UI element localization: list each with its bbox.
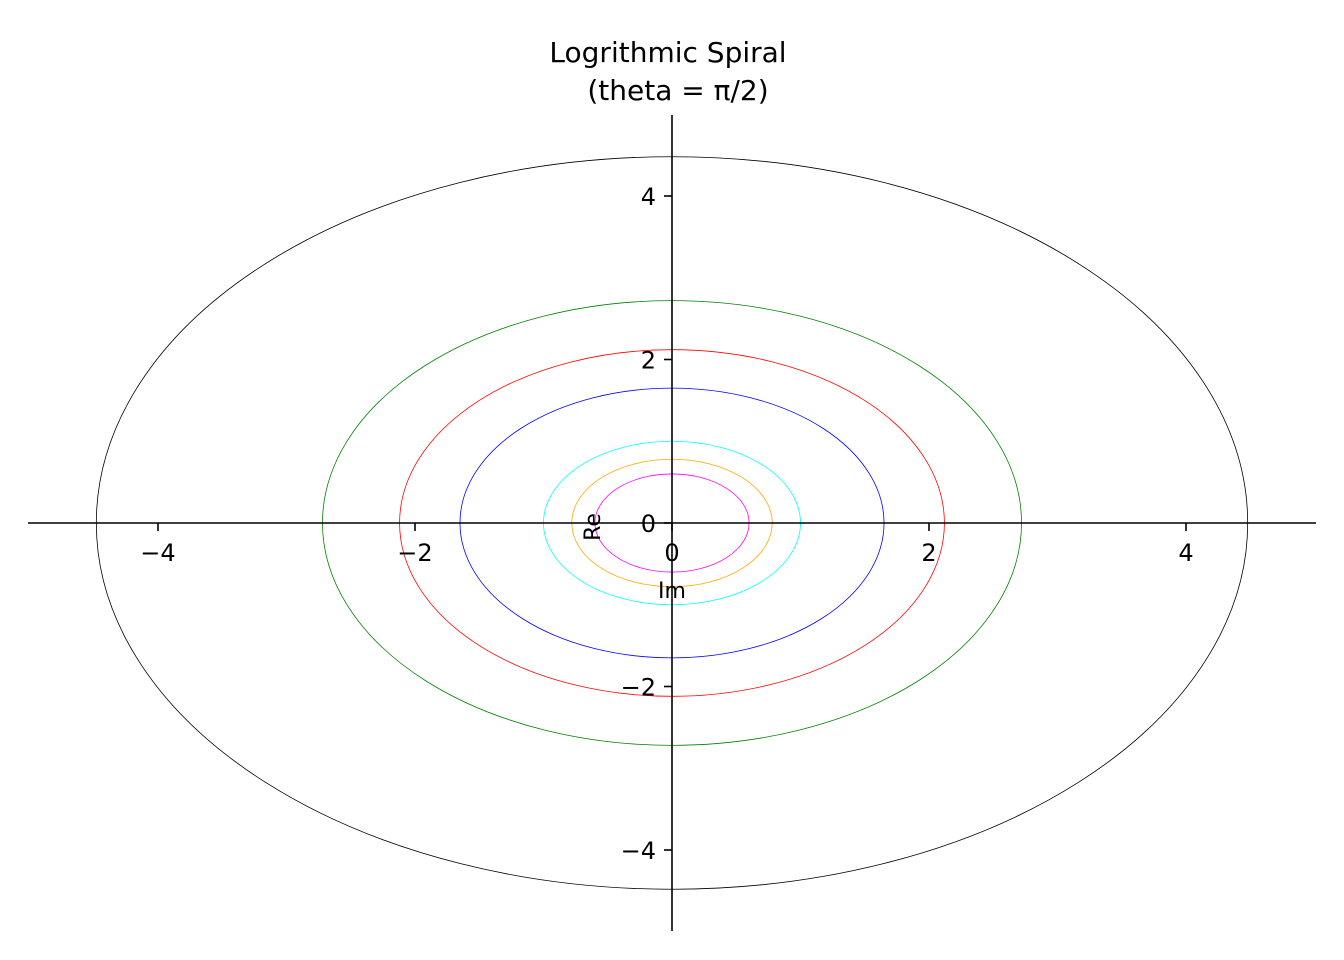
x-tick-label: −4 <box>140 539 175 567</box>
y-tick-label: −4 <box>621 837 656 865</box>
x-tick-label: 2 <box>921 539 936 567</box>
chart-title: Logrithmic Spiral <box>549 36 786 69</box>
y-ticks: −4 −2 0 2 4 <box>621 183 672 865</box>
y-tick-label: −2 <box>621 674 656 702</box>
x-tick-label: 0 <box>664 539 679 567</box>
y-tick-label: 0 <box>641 510 656 538</box>
chart-subtitle: (theta = π/2) <box>587 74 768 107</box>
x-ticks: −4 −2 0 2 4 <box>140 523 1194 567</box>
x-tick-label: 4 <box>1178 539 1193 567</box>
x-tick-label: −2 <box>397 539 432 567</box>
y-axis-label: Re <box>581 513 606 541</box>
y-tick-label: 4 <box>641 183 656 211</box>
x-axis-label: Im <box>658 579 686 604</box>
y-tick-label: 2 <box>641 347 656 375</box>
